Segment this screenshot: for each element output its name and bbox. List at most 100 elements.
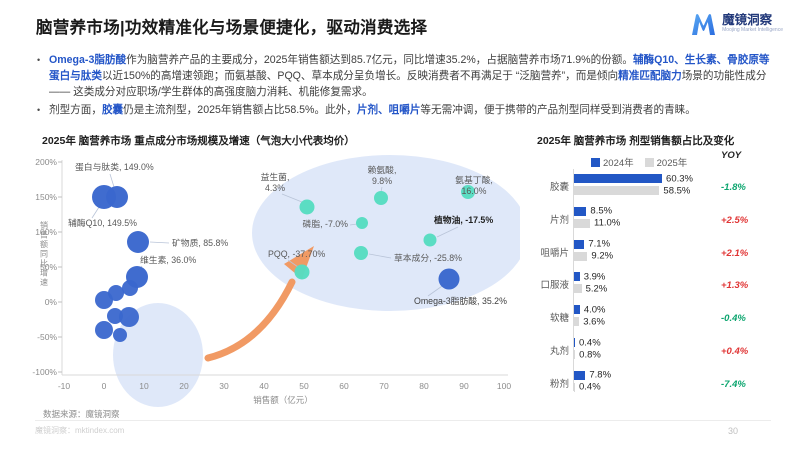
bullet-item: 剂型方面，胶囊仍是主流剂型，2025年销售额占比58.5%。此外，片剂、咀嚼片等…: [36, 102, 772, 118]
bubble-unlabeled: [107, 308, 123, 324]
logo-m-icon: [692, 14, 716, 35]
y-tick-label: -100%: [32, 367, 57, 377]
bullet-highlight: 辅酶Q10、生长素、骨胶原等蛋白与肽类: [49, 54, 770, 83]
y-tick-label: -50%: [37, 332, 57, 342]
bullet-text: 仍是主流剂型，2025年销售额占比58.5%。此外，: [123, 103, 357, 116]
bar-2024年: 7.1%: [574, 239, 610, 250]
trend-arrow-head: [284, 246, 314, 279]
bar-value: 7.8%: [589, 369, 612, 381]
bar-value: 3.6%: [583, 316, 605, 328]
yoy-value: +1.3%: [721, 280, 749, 292]
bullet-item: Omega-3脂肪酸作为脑营养产品的主要成分，2025年销售额达到85.7亿元，…: [36, 52, 772, 101]
bar-chart-axis: [573, 169, 574, 391]
x-tick-label: 50: [299, 381, 309, 391]
bullet-text: 以近150%的高增速领跑；而氨基酸、PQQ、草本成分呈负增长。反映消费者不再满足…: [101, 70, 619, 83]
yoy-header: YOY: [721, 150, 742, 161]
bubble-氨基丁酸: [461, 185, 475, 199]
x-tick-label: 0: [102, 381, 107, 391]
leader-line: [349, 223, 358, 226]
bubble-label: 氨基丁酸,: [455, 174, 493, 185]
category-label: 粉剂: [549, 378, 569, 390]
bubble-赖氨酸: [374, 191, 388, 205]
bar-value: 11.0%: [594, 217, 621, 229]
bullet-text: 剂型方面，: [49, 103, 102, 116]
legend-swatch: [644, 158, 654, 167]
bar-row-丸剂: 丸剂 0.4% 0.8% +0.4%: [535, 337, 797, 360]
x-tick-label: 70: [379, 381, 389, 391]
bar-chart: 2025年 脑营养市场 剂型销售额占比及变化 2024年 2025年 YOY 胶囊…: [535, 133, 797, 413]
logo-name: 魔镜洞察: [722, 13, 773, 27]
bubble-植物油: [423, 233, 437, 247]
legend-item: 2024年: [591, 155, 634, 169]
yoy-value: -0.4%: [721, 313, 746, 325]
y-tick-label: 200%: [35, 157, 57, 167]
bar-2025年: 5.2%: [574, 283, 607, 294]
data-source: 数据来源：魔镜洞察: [43, 409, 120, 419]
bar-value: 9.2%: [591, 250, 614, 262]
bar-pair: 60.3% 58.5%: [574, 173, 693, 198]
x-tick-label: 60: [339, 381, 349, 391]
bullet-text: 等无需冲调，便于携带的产品剂型同样受到消费者的青睐。: [420, 103, 696, 116]
leader-line: [287, 259, 299, 268]
footer-site: 魔镜洞察：mktindex.com: [35, 426, 125, 435]
category-label: 软糖: [549, 313, 569, 325]
x-tick-label: 80: [419, 381, 429, 391]
bubble-label: 矿物质, 85.8%: [172, 237, 228, 248]
bullet-text: 场景的功能性成分—— 这类成分对应职场/学生群体的高强度脑力消耗、机能修复需求。: [49, 70, 767, 99]
bullet-list: Omega-3脂肪酸作为脑营养产品的主要成分，2025年销售额达到85.7亿元，…: [36, 52, 772, 119]
bubble-矿物质: [127, 231, 149, 253]
bubble-label: 4.3%: [265, 183, 285, 193]
x-tick-label: 90: [459, 381, 469, 391]
bar-value: 4.0%: [583, 304, 606, 316]
bar-value: 58.5%: [663, 185, 691, 196]
yoy-value: +2.5%: [721, 214, 749, 226]
y-tick-label: 50%: [40, 262, 57, 272]
bar-value: 0.8%: [579, 349, 601, 360]
bullet-highlight: 胶囊: [101, 103, 124, 116]
bar-value: 0.4%: [579, 381, 601, 393]
bullet-highlight: 精准匹配脑力: [618, 70, 682, 83]
legend-label: 2024年: [603, 158, 634, 169]
x-tick-label: 10: [139, 381, 149, 391]
leader-line: [368, 253, 392, 259]
bubble-辅酶Q10: [92, 185, 116, 209]
bubble-chart: 200% 150% 100% 50% 0% -50% -100%-10 0 10 20 30 40 50…: [32, 155, 520, 407]
legend-swatch: [591, 158, 600, 167]
bubble-label: 草本成分, -25.8%: [394, 252, 462, 263]
bar-2025年: 0.8%: [574, 349, 601, 360]
bar-row-软糖: 软糖 4.0% 3.6% -0.4%: [535, 304, 797, 329]
bar-2024年: 3.9%: [574, 271, 605, 282]
category-label: 口服液: [540, 280, 569, 292]
category-label: 片剂: [549, 214, 569, 226]
bullet-highlight: 片剂、咀嚼片: [356, 103, 421, 116]
category-label: 胶囊: [549, 182, 569, 193]
bar-2024年: 0.4%: [574, 337, 601, 348]
bar-2025年: 9.2%: [574, 251, 613, 262]
bubble-unlabeled: [119, 307, 139, 327]
bar-value: 5.2%: [585, 283, 608, 295]
category-label: 丸剂: [549, 346, 569, 357]
bar-2024年: 60.3%: [574, 173, 693, 184]
yoy-value: +2.1%: [721, 247, 749, 259]
x-tick-label: 20: [179, 381, 189, 391]
bubble-label: 9.8%: [372, 176, 392, 186]
y-tick-label: 100%: [35, 227, 57, 237]
yoy-value: -7.4%: [721, 378, 746, 390]
x-tick-label: 40: [259, 381, 269, 391]
bubble-磷脂: [356, 217, 368, 229]
bar-2024年: 4.0%: [574, 304, 605, 315]
trend-arrow: [204, 278, 296, 362]
x-tick-label: 100: [497, 381, 511, 391]
x-tick-label: -10: [58, 381, 71, 391]
legend-item: 2025年: [644, 155, 687, 169]
bullet-text: 作为脑营养产品的主要成分，2025年销售额达到85.7亿元，同比增速35.2%，…: [126, 54, 633, 66]
bubble-unlabeled: [95, 321, 113, 339]
bar-value: 3.9%: [583, 271, 606, 283]
bar-row-粉剂: 粉剂 7.8% 0.4% -7.4%: [535, 369, 797, 393]
bar-pair: 4.0% 3.6%: [574, 304, 605, 329]
bubble-label: Omega-3脂肪酸, 35.2%: [414, 295, 507, 306]
yoy-value: +0.4%: [721, 346, 749, 357]
y-tick-label: 0%: [45, 297, 58, 307]
bubble-label: 辅酶Q10, 149.5%: [68, 217, 137, 228]
